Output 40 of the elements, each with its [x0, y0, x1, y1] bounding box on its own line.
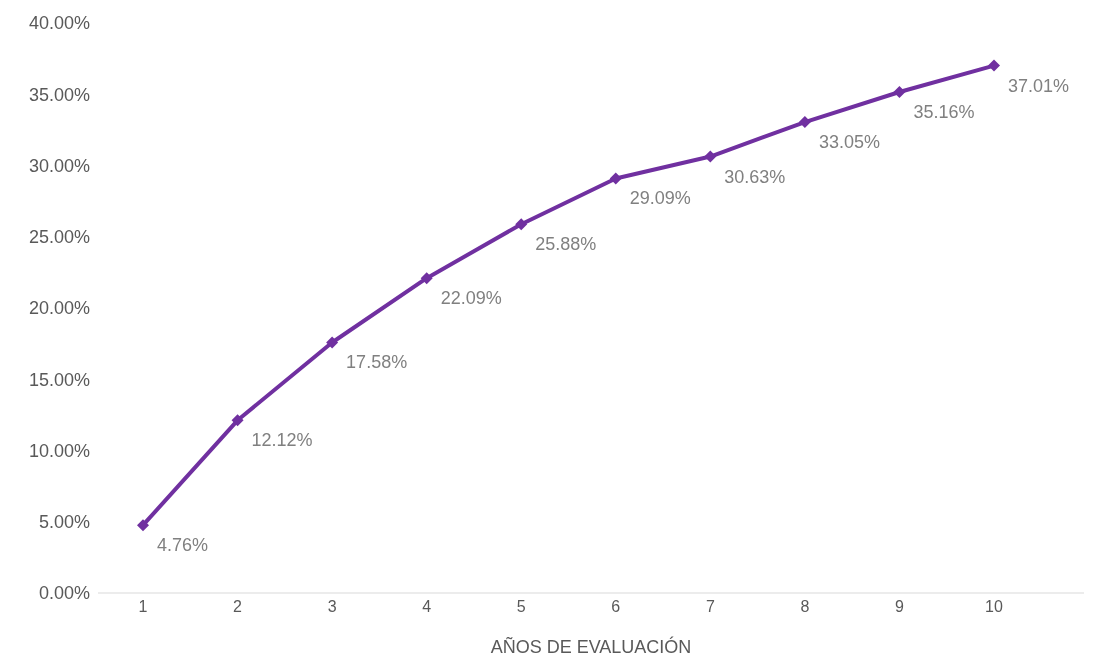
x-tick-label: 9: [894, 598, 904, 616]
x-tick-label: 4: [422, 598, 432, 616]
point: [420, 272, 433, 285]
data-label: 33.05%: [818, 132, 880, 153]
data-label: 25.88%: [535, 234, 597, 255]
y-tick-label: 30.00%: [28, 155, 90, 176]
x-tick-label: 3: [327, 598, 337, 616]
y-tick-label: 25.00%: [28, 227, 90, 248]
data-label: 35.16%: [913, 101, 975, 122]
y-tick-label: 40.00%: [28, 13, 90, 34]
y-tick-label: 10.00%: [28, 440, 90, 461]
data-label: 29.09%: [629, 188, 691, 209]
data-label: 30.63%: [724, 166, 786, 187]
point: [798, 116, 811, 129]
data-label: 22.09%: [440, 288, 502, 309]
y-tick-label: 35.00%: [28, 84, 90, 105]
point: [893, 85, 906, 98]
data-label: 4.76%: [157, 535, 209, 556]
x-tick-label: 5: [516, 598, 526, 616]
point: [515, 218, 528, 231]
x-tick-label: 1: [138, 598, 148, 616]
data-label: 37.01%: [1008, 75, 1070, 96]
y-tick-label: 20.00%: [28, 298, 90, 319]
x-tick-label: 6: [611, 598, 621, 616]
x-tick-label: 7: [705, 598, 715, 616]
point: [231, 414, 244, 427]
data-label: 12.12%: [251, 430, 313, 451]
x-tick-label: 10: [985, 598, 1003, 616]
y-tick-label: 15.00%: [28, 369, 90, 390]
point: [326, 336, 339, 349]
y-tick-label: 5.00%: [38, 512, 90, 533]
point: [137, 519, 149, 532]
x-tick-label: 2: [233, 598, 243, 616]
x-axis-title: AÑOS DE EVALUACIÓN: [490, 636, 692, 657]
point: [704, 150, 717, 163]
x-tick-label: 8: [800, 598, 810, 616]
point: [609, 172, 622, 185]
point: [988, 59, 1000, 72]
y-tick-label: 0.00%: [38, 583, 90, 604]
data-label: 17.58%: [346, 352, 408, 373]
